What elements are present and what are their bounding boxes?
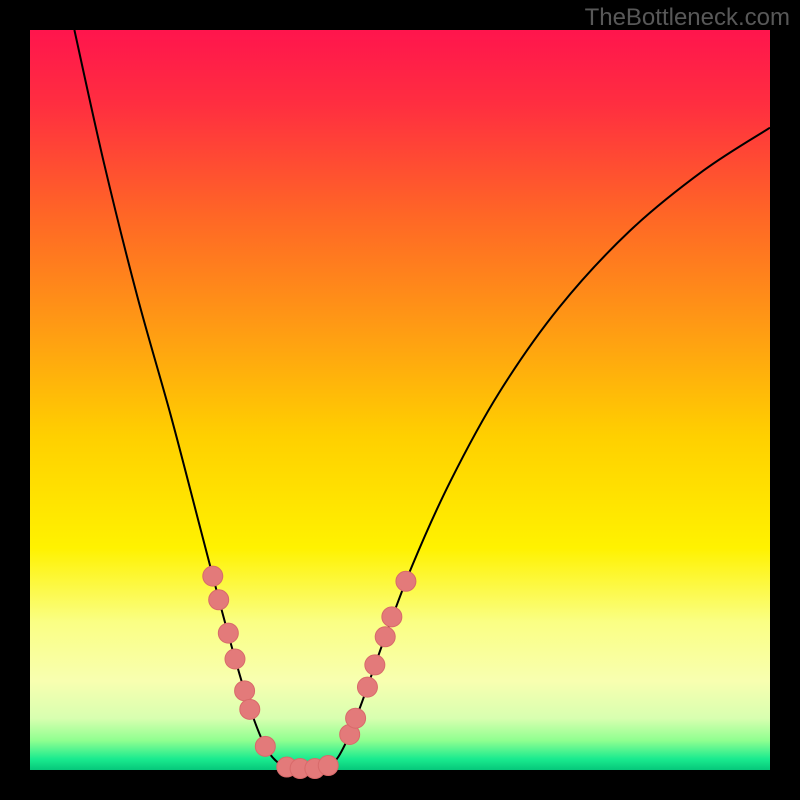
- data-marker: [318, 756, 338, 776]
- data-marker: [218, 623, 238, 643]
- watermark-text: TheBottleneck.com: [585, 4, 790, 32]
- data-marker: [235, 681, 255, 701]
- data-marker: [375, 627, 395, 647]
- data-marker: [346, 708, 366, 728]
- data-marker: [365, 655, 385, 675]
- data-marker: [225, 649, 245, 669]
- bottleneck-chart: [0, 0, 800, 800]
- data-marker: [382, 607, 402, 627]
- data-marker: [357, 677, 377, 697]
- plot-background: [30, 30, 770, 770]
- data-marker: [240, 699, 260, 719]
- data-marker: [209, 590, 229, 610]
- chart-container: TheBottleneck.com: [0, 0, 800, 800]
- data-marker: [255, 736, 275, 756]
- data-marker: [396, 571, 416, 591]
- data-marker: [203, 566, 223, 586]
